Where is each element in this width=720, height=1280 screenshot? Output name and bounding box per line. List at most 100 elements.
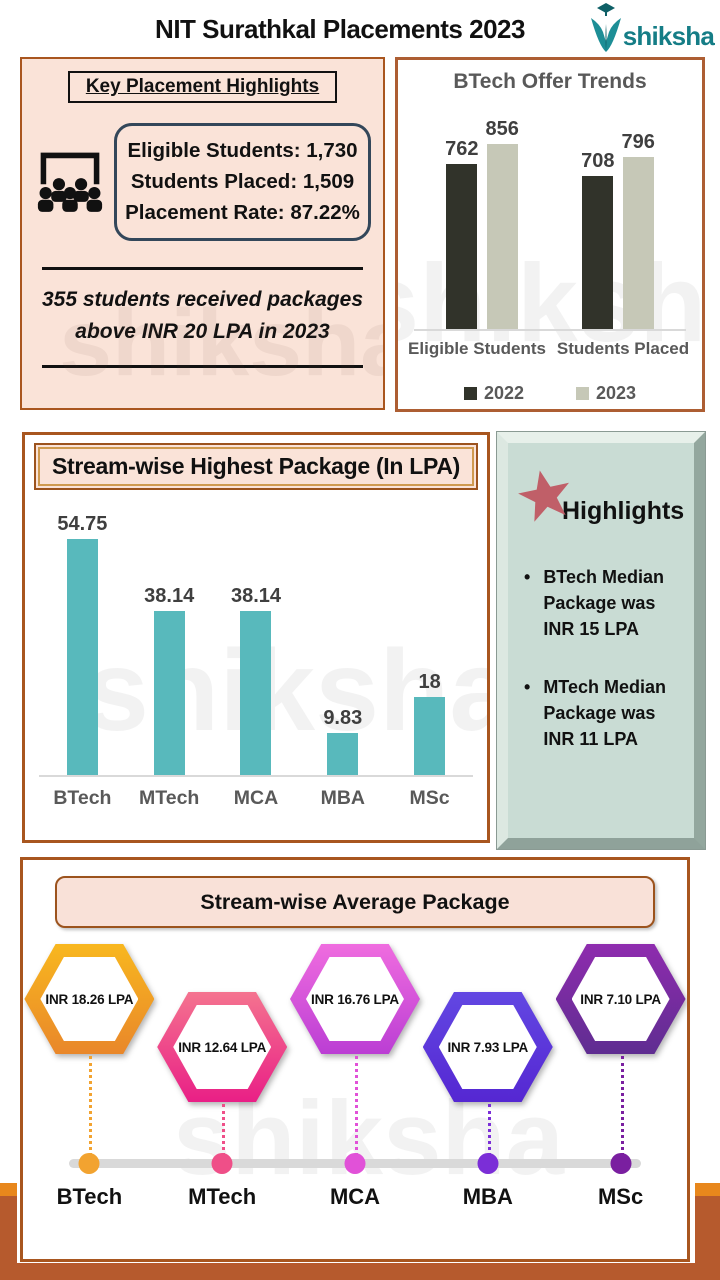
timeline-dot: [78, 1153, 100, 1174]
bar-2022-eligible: [446, 164, 478, 329]
category-label: MTech: [139, 787, 200, 809]
bar-mba: [327, 733, 359, 775]
hexagon-inner: [40, 957, 139, 1041]
average-package-title: Stream-wise Average Package: [55, 876, 655, 928]
bar-value-label: 54.75: [57, 513, 108, 535]
hexagon-btech: INR 18.26 LPA: [24, 944, 155, 1054]
legend-swatch-2023: [576, 387, 589, 400]
stat-students-placed: Students Placed: 1,509: [130, 169, 355, 193]
highest-package-category-axis: BTech MTech MCA MBA MSc: [39, 787, 473, 810]
bar-unit: 38.14: [126, 585, 213, 775]
highlights-panel: Highlights • BTech Median Package was IN…: [496, 431, 706, 850]
bar-2023-eligible: [486, 144, 518, 329]
bar-mtech: [153, 611, 185, 775]
stream-column-btech: INR 18.26 LPA BTech: [23, 932, 156, 1244]
avg-package-value: INR 16.76 LPA: [311, 991, 399, 1007]
category-label: MBA: [320, 787, 365, 809]
hexagon-msc: INR 7.10 LPA: [555, 944, 686, 1054]
stats-row: Eligible Students: 1,730 Students Placed…: [22, 123, 383, 242]
stream-label: MBA: [462, 1184, 513, 1209]
dotted-connector: [89, 1056, 93, 1156]
bar-unit: 796: [622, 131, 655, 329]
bar-unit: 708: [581, 150, 615, 329]
stream-column-mba: INR 7.93 LPA MBA: [421, 932, 554, 1244]
hexagon-inner: [305, 957, 404, 1041]
bar-group-placed: 708 796: [581, 131, 655, 329]
timeline-dot: [344, 1153, 366, 1174]
legend-label: 2022: [483, 383, 524, 403]
divider-line: [42, 365, 363, 369]
stream-label: BTech: [56, 1184, 123, 1209]
hexagon-inner: [438, 1005, 537, 1089]
bottom-rust-band: [0, 1263, 720, 1280]
bar-value-label: 856: [485, 118, 519, 140]
bar-unit: 38.14: [213, 585, 300, 775]
bar-unit: 54.75: [39, 513, 126, 775]
shiksha-logo-icon: [590, 3, 621, 52]
average-package-panel: shiksha Stream-wise Average Package INR …: [20, 857, 690, 1262]
highlights-list: • BTech Median Package was INR 15 LPA • …: [508, 564, 694, 753]
highest-package-plot: 54.75 38.14 38.14 9.83 18: [39, 490, 473, 777]
highlight-btech-median: BTech Median Package was INR 15 LPA: [543, 567, 664, 640]
avg-package-value: INR 7.10 LPA: [580, 991, 661, 1007]
bar-value-label: 38.14: [230, 585, 282, 607]
legend-item-2023: 2023: [576, 383, 636, 404]
bar-mca: [240, 611, 272, 775]
category-label: MSc: [409, 787, 450, 809]
highest-package-titlebox: Stream-wise Highest Package (In LPA): [34, 443, 478, 490]
avg-package-value: INR 7.93 LPA: [447, 1039, 529, 1055]
hexagon-mba: INR 7.93 LPA: [422, 992, 553, 1102]
bar-unit: 9.83: [299, 707, 386, 775]
category-label: Eligible Students: [408, 339, 546, 358]
legend-swatch-2022: [463, 387, 477, 400]
legend-item-2022: 2022: [463, 383, 524, 404]
category-label: Students Placed: [556, 339, 690, 358]
btech-offer-trends-panel: shiksha BTech Offer Trends 762 856 708: [395, 57, 705, 412]
avg-package-value: INR 18.26 LPA: [45, 991, 134, 1007]
bar-value-label: 762: [445, 138, 479, 160]
placement-stats-box: Eligible Students: 1,730 Students Placed…: [114, 123, 371, 242]
bar-btech: [66, 539, 98, 775]
hexagon-mca: INR 16.76 LPA: [289, 944, 420, 1054]
bar-unit: 762: [445, 138, 479, 329]
bar-value-label: 18: [418, 671, 441, 693]
key-placement-highlights-panel: shiksha Key Placement Highlights Eligibl…: [20, 57, 385, 410]
star-icon: [518, 470, 569, 522]
timeline-dot: [610, 1153, 632, 1174]
stat-eligible-students: Eligible Students: 1,730: [127, 139, 358, 162]
stream-column-msc: INR 7.10 LPA MSc: [554, 932, 687, 1244]
bar-value-label: 796: [621, 131, 655, 153]
shiksha-logo: shiksha: [585, 2, 715, 54]
hexagon-inner: [173, 1005, 272, 1089]
divider-line: [42, 267, 363, 271]
hexagon-inner: [571, 957, 670, 1041]
trends-chart-title: BTech Offer Trends: [453, 70, 647, 93]
stream-label: MCA: [329, 1184, 381, 1209]
classroom-icon: [37, 152, 103, 213]
shiksha-logo-text: shiksha: [622, 21, 715, 51]
left-orange-accent: [0, 1183, 17, 1196]
highlight-mtech-median: MTech Median Package was INR 11 LPA: [543, 677, 666, 750]
bar-2022-placed: [582, 176, 614, 329]
dotted-connector: [487, 1104, 491, 1156]
bar-2023-placed: [622, 157, 654, 329]
timeline-dot: [211, 1153, 233, 1174]
dotted-connector: [620, 1056, 624, 1156]
bar-unit: 18: [386, 671, 473, 775]
list-item: • BTech Median Package was INR 15 LPA: [524, 564, 682, 642]
bar-value-label: 38.14: [144, 585, 195, 607]
hexagon-mtech: INR 12.64 LPA: [157, 992, 288, 1102]
bullet-glyph: •: [524, 677, 531, 698]
category-label: MCA: [233, 787, 279, 809]
bar-msc: [414, 697, 446, 775]
dotted-connector: [354, 1056, 358, 1156]
trends-chart-plot: 762 856 708 796: [414, 94, 686, 331]
bar-group-eligible: 762 856: [445, 118, 519, 329]
stream-column-mca: INR 16.76 LPA MCA: [289, 932, 422, 1244]
highest-package-title: Stream-wise Highest Package (In LPA): [38, 447, 474, 486]
bar-value-label: 708: [581, 150, 615, 172]
bar-value-label: 9.83: [323, 707, 363, 729]
hexagon-diagram: INR 18.26 LPA BTech INR 12.64 LPA MTech: [23, 932, 687, 1244]
dotted-connector: [222, 1104, 226, 1156]
